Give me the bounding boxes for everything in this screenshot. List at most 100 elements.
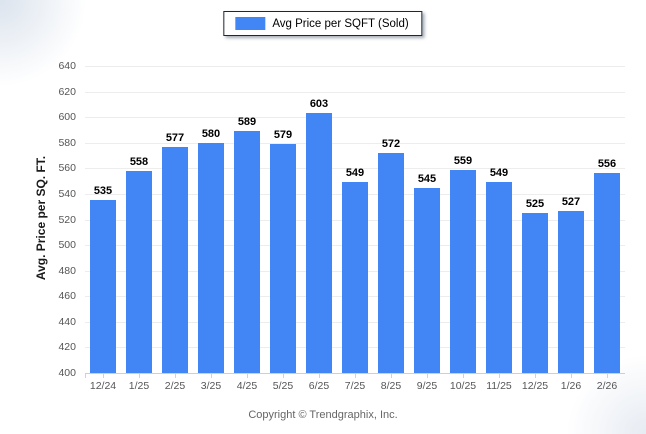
bar-value-label: 527 xyxy=(561,195,581,208)
x-tick-label: 12/25 xyxy=(521,380,549,392)
bar-value-label: 580 xyxy=(201,127,221,140)
bar xyxy=(306,113,332,373)
gridline xyxy=(85,117,625,119)
x-axis-tick xyxy=(139,374,140,378)
bar-value-label: 525 xyxy=(525,198,545,211)
x-axis-tick xyxy=(535,374,536,378)
y-tick-label: 500 xyxy=(58,239,76,252)
bar-value-label: 549 xyxy=(345,167,365,180)
gridline xyxy=(85,142,625,144)
x-tick-label: 5/25 xyxy=(272,380,294,392)
x-axis-edge-tick xyxy=(85,374,86,378)
bar-slot: 527 xyxy=(553,66,589,378)
bar xyxy=(198,142,224,373)
legend-label: Avg Price per SQFT (Sold) xyxy=(272,17,409,30)
y-tick-label: 480 xyxy=(58,264,76,277)
x-axis-tick xyxy=(319,374,320,378)
bar xyxy=(414,187,440,373)
bar-value-label: 549 xyxy=(489,167,509,180)
x-tick-label: 3/25 xyxy=(200,380,222,392)
bar-slot: 549 xyxy=(337,66,373,378)
legend-swatch xyxy=(235,17,266,30)
y-tick-label: 460 xyxy=(58,290,76,303)
x-tick-label: 9/25 xyxy=(416,380,438,392)
bar-slot: 579 xyxy=(265,66,301,378)
bar xyxy=(90,200,116,373)
bar xyxy=(270,144,296,373)
x-tick-label: 1/25 xyxy=(128,380,150,392)
x-tick-label: 4/25 xyxy=(236,380,258,392)
x-axis-tick xyxy=(283,374,284,378)
bar-slot: 558 xyxy=(121,66,157,378)
x-labels-row: 12/24 1/25 2/25 3/25 4/25 5/25 6/25 7/25 8/25 9/2… xyxy=(85,380,625,392)
bar xyxy=(378,152,404,373)
bar-slot: 535 xyxy=(85,66,121,378)
x-axis-tick xyxy=(607,374,608,378)
x-tick-label: 7/25 xyxy=(344,380,366,392)
x-axis-tick xyxy=(499,374,500,378)
x-axis-tick xyxy=(427,374,428,378)
x-tick-label: 10/25 xyxy=(449,380,477,392)
bar-slot: 589 xyxy=(229,66,265,378)
bar xyxy=(162,146,188,373)
bar-slot: 577 xyxy=(157,66,193,378)
y-tick-label: 580 xyxy=(58,136,76,149)
x-axis-tick xyxy=(211,374,212,378)
y-tick-label: 420 xyxy=(58,341,76,354)
x-tick-label: 1/26 xyxy=(560,380,582,392)
x-axis-tick xyxy=(571,374,572,378)
plot-area: 535 558 577 580 589 579 603 549 572 545 559 549 525 5… xyxy=(58,60,625,392)
y-tick-label: 560 xyxy=(58,162,76,175)
y-tick-label: 540 xyxy=(58,187,76,200)
x-axis-tick xyxy=(103,374,104,378)
bar xyxy=(234,131,260,373)
y-tick-label: 640 xyxy=(58,60,76,72)
bar-slot: 572 xyxy=(373,66,409,378)
gridline xyxy=(85,66,625,67)
bar-slot: 549 xyxy=(481,66,517,378)
x-axis-line xyxy=(85,373,625,374)
bar xyxy=(342,182,368,373)
bar-slot: 556 xyxy=(589,66,625,378)
copyright-text: Copyright © Trendgraphix, Inc. xyxy=(248,409,398,421)
gridline xyxy=(85,168,625,170)
gridline xyxy=(85,91,625,93)
bar-slot: 603 xyxy=(301,66,337,378)
legend: Avg Price per SQFT (Sold) xyxy=(223,11,423,36)
y-tick-label: 520 xyxy=(58,213,76,226)
bar xyxy=(594,173,620,373)
bar-value-label: 603 xyxy=(309,98,329,111)
bar-value-label: 559 xyxy=(453,154,473,167)
bar-slot: 525 xyxy=(517,66,553,378)
bar-value-label: 558 xyxy=(129,155,149,168)
x-tick-label: 12/24 xyxy=(89,380,117,392)
bar-value-label: 545 xyxy=(417,172,437,185)
x-tick-label: 2/26 xyxy=(596,380,618,392)
x-tick-label: 8/25 xyxy=(380,380,402,392)
bar-value-label: 572 xyxy=(381,137,401,150)
x-tick-label: 2/25 xyxy=(164,380,186,392)
y-tick-label: 400 xyxy=(58,367,76,379)
y-tick-label: 620 xyxy=(58,85,76,98)
y-tick-label: 440 xyxy=(58,315,76,328)
x-tick-label: 11/25 xyxy=(486,380,512,392)
bar xyxy=(126,170,152,373)
x-axis-tick xyxy=(391,374,392,378)
bar xyxy=(450,169,476,373)
bar-value-label: 577 xyxy=(165,131,185,144)
x-axis-tick xyxy=(463,374,464,378)
bars-row: 535 558 577 580 589 579 603 549 572 545 559 549 525 5… xyxy=(85,66,625,378)
bar xyxy=(522,213,548,373)
x-tick-label: 6/25 xyxy=(308,380,330,392)
x-axis-tick xyxy=(175,374,176,378)
bar xyxy=(558,210,584,373)
bar-slot: 559 xyxy=(445,66,481,378)
bar-slot: 580 xyxy=(193,66,229,378)
bar-value-label: 589 xyxy=(237,116,257,129)
bar-slot: 545 xyxy=(409,66,445,378)
bar-value-label: 579 xyxy=(273,129,293,142)
x-axis-tick xyxy=(247,374,248,378)
y-tick-label: 600 xyxy=(58,111,76,124)
x-axis-tick xyxy=(355,374,356,378)
bar-value-label: 535 xyxy=(93,185,113,198)
